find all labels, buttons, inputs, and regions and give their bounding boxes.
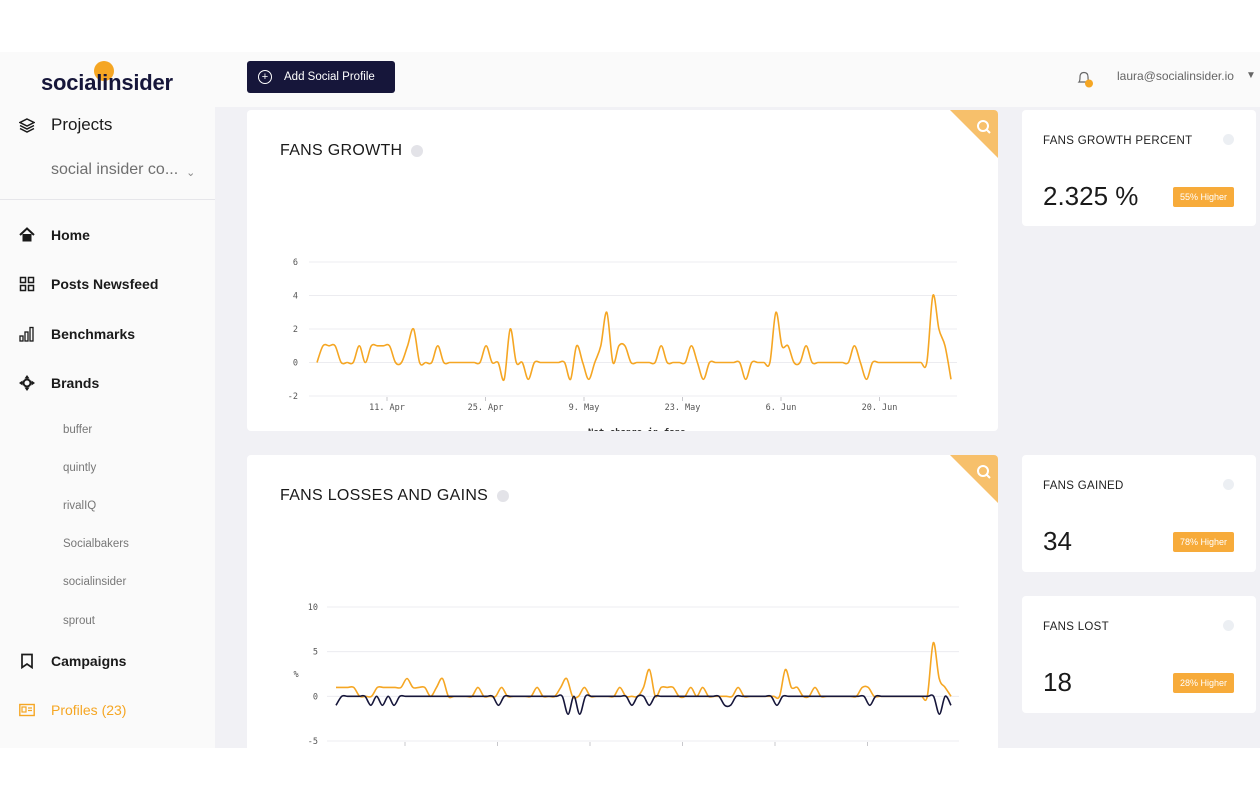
brand-item-buffer[interactable]: buffer: [63, 424, 93, 436]
brand-item-sprout[interactable]: sprout: [63, 615, 95, 627]
stat-value: 2.325 %: [1043, 181, 1139, 211]
sidebar: socialinsider Projects social insider co…: [0, 52, 215, 748]
x-tick-label: 20. Jun: [862, 403, 898, 413]
sidebar-item-home[interactable]: Home: [19, 227, 90, 243]
sidebar-item-benchmarks[interactable]: Benchmarks: [19, 326, 135, 342]
sidebar-item-label: Posts Newsfeed: [51, 276, 159, 292]
x-tick-label: 25. Apr: [468, 403, 504, 413]
app-window: socialinsider Projects social insider co…: [0, 52, 1260, 748]
card-title-text: FANS GROWTH: [280, 142, 403, 159]
sidebar-divider: [0, 199, 215, 200]
comparison-badge: 78% Higher: [1172, 532, 1234, 552]
sidebar-item-campaigns[interactable]: Campaigns: [19, 653, 126, 669]
fans-gained-card: FANS GAINED 34 78% Higher: [1022, 455, 1256, 572]
sidebar-item-posts-newsfeed[interactable]: Posts Newsfeed: [19, 276, 158, 292]
user-email[interactable]: laura@socialinsider.io: [1117, 69, 1234, 83]
sidebar-item-label: Profiles (23): [51, 702, 127, 718]
brand-item-socialinsider[interactable]: socialinsider: [63, 576, 127, 588]
bookmark-icon: [19, 653, 35, 669]
stat-title: FANS LOST: [1043, 621, 1109, 633]
x-tick-label: 11. Apr: [369, 403, 405, 413]
sidebar-item-projects[interactable]: Projects: [19, 115, 112, 135]
x-tick-label: 23. May: [665, 403, 701, 413]
sidebar-item-label: Home: [51, 227, 90, 243]
add-social-profile-button[interactable]: + Add Social Profile: [247, 61, 395, 93]
stat-value: 34: [1043, 526, 1072, 556]
sidebar-item-brands[interactable]: Brands: [19, 375, 99, 391]
comparison-badge: 28% Higher: [1172, 673, 1234, 693]
y-tick-label: 5: [313, 648, 318, 658]
stat-title: FANS GAINED: [1043, 480, 1124, 492]
fans-losses-gains-card: FANS LOSSES AND GAINS 10 5 0 -5% 11. Apr 25. …: [247, 455, 998, 748]
caret-down-icon[interactable]: ▼: [1246, 70, 1256, 81]
add-social-profile-label: Add Social Profile: [284, 71, 375, 83]
stat-value: 18: [1043, 667, 1072, 697]
brand-item-quintly[interactable]: quintly: [63, 462, 97, 474]
fans-growth-card: FANS GROWTH 6 4 2 0 -2 11. Apr 25. Apr 9. May 23…: [247, 110, 998, 431]
info-icon[interactable]: [497, 490, 510, 502]
y-tick-label: -5: [308, 737, 318, 747]
project-select-value: social insider co...: [51, 161, 179, 178]
plus-icon: +: [258, 70, 272, 84]
card-title: FANS LOSSES AND GAINS: [280, 487, 510, 505]
crosshair-icon: [19, 375, 35, 391]
x-tick-label: 9. May: [569, 403, 600, 413]
series-line-net-change-in-fans: [316, 294, 952, 382]
home-icon: [19, 227, 35, 243]
sidebar-item-label: Brands: [51, 375, 100, 391]
chevron-down-icon: ⌄: [186, 166, 196, 179]
fans-lost-card: FANS LOST 18 28% Higher: [1022, 596, 1256, 713]
y-tick-label: 2: [293, 325, 298, 335]
info-icon[interactable]: [1223, 134, 1234, 145]
bar-chart-icon: [19, 326, 35, 342]
id-card-icon: [19, 702, 35, 718]
sidebar-item-label: Projects: [51, 115, 113, 134]
y-axis-title: %: [293, 670, 298, 680]
x-tick-label: 6. Jun: [766, 403, 797, 413]
card-title: FANS GROWTH: [280, 142, 424, 160]
y-tick-label: 0: [313, 692, 318, 702]
info-icon[interactable]: [1223, 479, 1234, 490]
sidebar-item-label: Campaigns: [51, 653, 127, 669]
search-corner-icon[interactable]: [950, 455, 998, 503]
info-icon[interactable]: [1223, 620, 1234, 631]
comparison-badge: 55% Higher: [1172, 187, 1234, 207]
bell-icon[interactable]: [1075, 69, 1093, 88]
y-tick-label: -2: [288, 392, 298, 402]
series-line-lost-fans: [335, 694, 952, 715]
layers-icon: [19, 117, 35, 133]
y-tick-label: 4: [293, 292, 298, 302]
y-tick-label: 6: [293, 258, 298, 268]
info-icon[interactable]: [411, 145, 424, 157]
logo[interactable]: socialinsider: [41, 70, 173, 95]
brand-item-socialbakers[interactable]: Socialbakers: [63, 538, 129, 550]
logo-dot: [94, 61, 114, 81]
grid-icon: [19, 276, 35, 292]
fans-growth-chart: 6 4 2 0 -2 11. Apr 25. Apr 9. May 23. May 6. Jun 2…: [288, 258, 957, 431]
topbar: + Add Social Profile laura@socialinsider…: [215, 52, 1260, 107]
stat-title: FANS GROWTH PERCENT: [1043, 135, 1193, 147]
search-corner-icon[interactable]: [950, 110, 998, 158]
y-tick-label: 0: [293, 359, 298, 369]
sidebar-item-label: Benchmarks: [51, 326, 136, 342]
project-select[interactable]: social insider co... ⌄: [51, 161, 195, 179]
y-tick-label: 10: [308, 603, 318, 613]
brand-item-rivaliq[interactable]: rivalIQ: [63, 500, 97, 512]
legend-label: Net change in fans: [588, 427, 686, 431]
card-title-text: FANS LOSSES AND GAINS: [280, 487, 489, 504]
fans-growth-percent-card: FANS GROWTH PERCENT 2.325 % 55% Higher: [1022, 110, 1256, 226]
sidebar-item-profiles[interactable]: Profiles (23): [19, 702, 126, 718]
